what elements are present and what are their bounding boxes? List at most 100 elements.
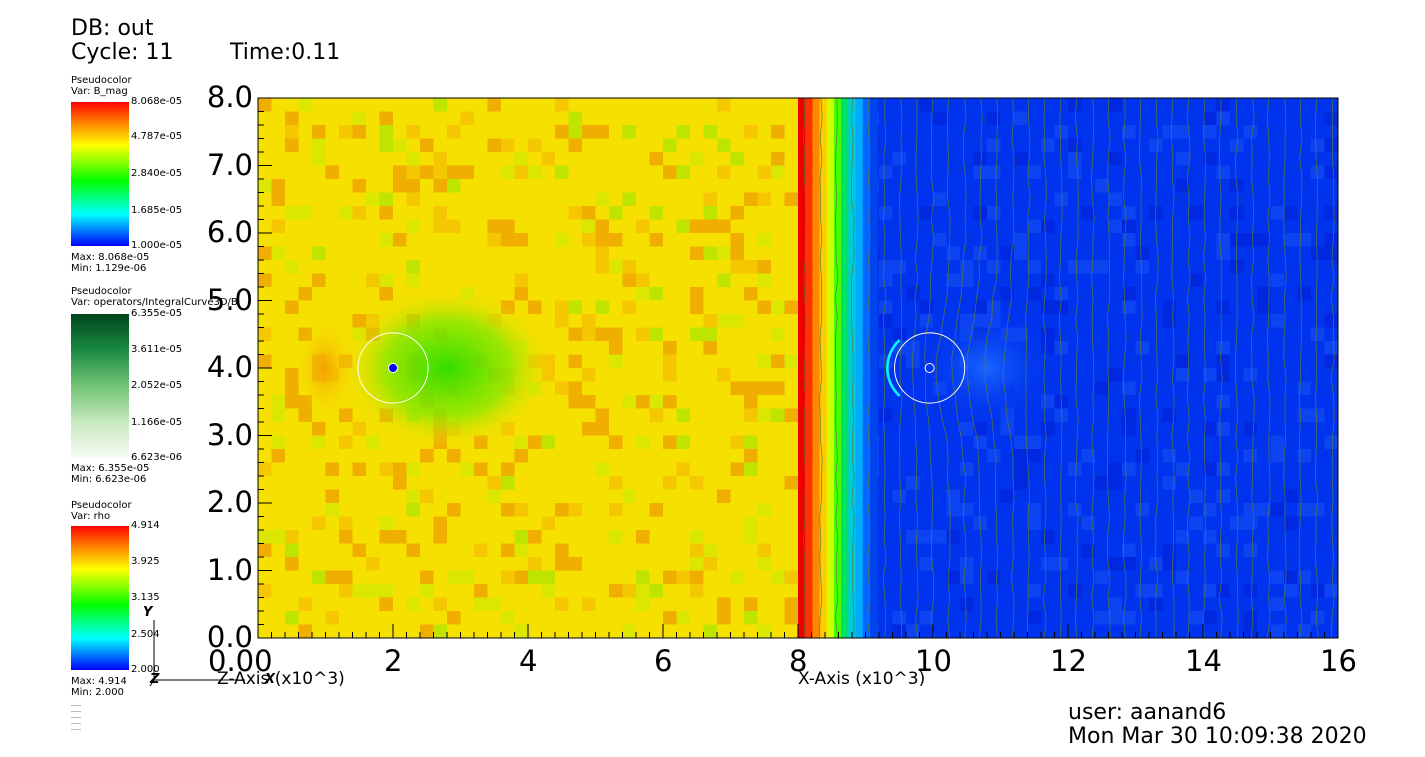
b-mag-cell [1176, 368, 1190, 382]
rho-cell [568, 327, 582, 341]
rho-cell [690, 530, 704, 544]
rho-cell [474, 543, 488, 557]
rho-cell [636, 584, 650, 598]
b-mag-cell [1108, 152, 1122, 166]
b-mag-cell [1027, 449, 1041, 463]
b-mag-cell [1014, 476, 1028, 490]
legend-max: Max: 4.914 [71, 676, 127, 687]
rho-cell [757, 624, 771, 638]
b-mag-panel [798, 98, 1338, 638]
b-mag-cell [1108, 192, 1122, 206]
rho-cell [487, 138, 501, 152]
rho-cell [447, 179, 461, 193]
b-mag-cell [1243, 516, 1257, 530]
b-mag-cell [1189, 273, 1203, 287]
rho-cell [514, 503, 528, 517]
b-mag-cell [1216, 300, 1230, 314]
rho-cell [771, 570, 785, 584]
b-mag-cell [1324, 354, 1338, 368]
b-mag-cell [1324, 314, 1338, 328]
legend-tick: 2.000 [131, 664, 160, 675]
rho-cell [730, 381, 744, 395]
b-mag-cell [1216, 422, 1230, 436]
b-mag-cell [1041, 273, 1055, 287]
b-mag-cell [879, 300, 893, 314]
rho-cell [636, 570, 650, 584]
x-tick-label: 14 [1185, 644, 1222, 678]
rho-cell [312, 422, 326, 436]
b-mag-cell [1311, 165, 1325, 179]
rho-cell [744, 597, 758, 611]
rho-cell [339, 584, 353, 598]
b-mag-cell [1068, 152, 1082, 166]
rho-cell [379, 125, 393, 139]
streamline [1122, 97, 1127, 639]
rho-cell [717, 219, 731, 233]
b-mag-cell [946, 570, 960, 584]
b-mag-cell [1108, 462, 1122, 476]
rho-cell [325, 165, 339, 179]
y-tick-label: 3.0 [206, 417, 253, 452]
b-mag-cell [1068, 98, 1082, 112]
b-mag-cell [1000, 287, 1014, 301]
legend-tick: 6.355e-05 [131, 308, 183, 319]
streamline [1106, 97, 1111, 639]
rho-cell [609, 476, 623, 490]
rho-cell [784, 192, 798, 206]
rho-cell [622, 624, 636, 638]
rho-cell [784, 570, 798, 584]
rho-cell [352, 422, 366, 436]
b-mag-cell [946, 246, 960, 260]
rho-cell [447, 570, 461, 584]
b-mag-cell [879, 408, 893, 422]
b-mag-cell [892, 152, 906, 166]
rho-cell [771, 165, 785, 179]
streamline [850, 97, 855, 639]
rho-cell [447, 165, 461, 179]
rho-cell [690, 327, 704, 341]
b-mag-cell [1068, 138, 1082, 152]
rho-cell [771, 125, 785, 139]
rho-cell [595, 327, 609, 341]
b-mag-cell [1122, 543, 1136, 557]
rho-cell [582, 233, 596, 247]
rho-cell [325, 489, 339, 503]
rho-cell [541, 435, 555, 449]
b-mag-cell [919, 611, 933, 625]
rho-cell [622, 395, 636, 409]
streamline [1171, 97, 1175, 639]
rho-cell [393, 476, 407, 490]
legend-tick: 1.166e-05 [131, 417, 183, 428]
b-mag-cell [1216, 111, 1230, 125]
b-mag-cell [1311, 327, 1325, 341]
rho-cell [636, 435, 650, 449]
b-mag-cell [1027, 611, 1041, 625]
streamline [1202, 97, 1207, 639]
rho-cell [595, 219, 609, 233]
rho-cell [501, 462, 515, 476]
b-mag-cell [987, 570, 1001, 584]
rho-cell [744, 395, 758, 409]
axis-triad: Y Z X [143, 605, 276, 687]
rho-cell [609, 233, 623, 247]
rho-cell [609, 354, 623, 368]
rho-cell [676, 408, 690, 422]
rho-cell [258, 179, 272, 193]
b-mag-cell [1149, 584, 1163, 598]
rho-cell [433, 624, 447, 638]
b-mag-cell [1216, 584, 1230, 598]
rho-cell [744, 611, 758, 625]
b-mag-cell [1027, 516, 1041, 530]
rho-cell [622, 300, 636, 314]
legend-colorbar [71, 102, 129, 246]
b-mag-cell [1122, 422, 1136, 436]
rho-cell [690, 557, 704, 571]
b-mag-cell [1203, 503, 1217, 517]
rho-cell [609, 584, 623, 598]
b-mag-cell [879, 206, 893, 220]
b-mag-cell [1243, 449, 1257, 463]
legend-min: Min: 2.000 [71, 687, 124, 698]
b-mag-cell [1176, 125, 1190, 139]
rho-cell [514, 530, 528, 544]
b-mag-cell [1216, 462, 1230, 476]
